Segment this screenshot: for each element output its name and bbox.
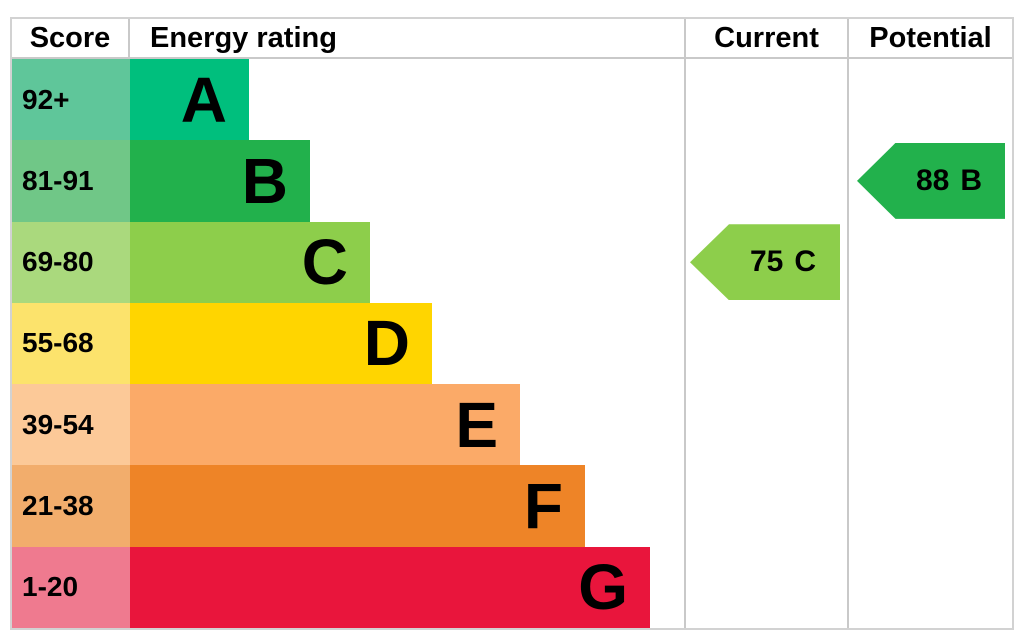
- potential-rating-arrow-value: 88: [915, 163, 950, 197]
- band-bar-A: A: [130, 59, 249, 141]
- current-cell: [684, 546, 847, 628]
- score-range-cell: 55-68: [12, 302, 130, 385]
- score-range-cell: 81-91: [12, 140, 130, 222]
- table-row-band-A: 92+ A: [12, 59, 1012, 141]
- band-bar-area: C: [130, 221, 684, 303]
- current-rating-arrow: 75 C: [690, 224, 840, 301]
- potential-cell: [847, 302, 1012, 385]
- band-bar-G: G: [130, 546, 650, 628]
- table-row-band-D: 55-68 D: [12, 302, 1012, 385]
- band-bar-area: E: [130, 384, 684, 466]
- epc-header-row: Score Energy rating Current Potential: [12, 19, 1012, 59]
- current-cell: [684, 140, 847, 222]
- band-bar-area: A: [130, 59, 684, 141]
- current-cell: [684, 302, 847, 385]
- band-bar-B: B: [130, 140, 310, 222]
- potential-rating-arrow: 88 B: [857, 142, 1005, 219]
- potential-cell: [847, 546, 1012, 628]
- score-range-cell: 39-54: [12, 384, 130, 466]
- band-bar-D: D: [130, 302, 432, 385]
- band-bar-area: D: [130, 302, 684, 385]
- table-row-band-E: 39-54 E: [12, 384, 1012, 466]
- current-cell: [684, 465, 847, 547]
- current-cell: [684, 384, 847, 466]
- table-row-band-F: 21-38 F: [12, 465, 1012, 547]
- band-bar-area: B: [130, 140, 684, 222]
- score-range-cell: 69-80: [12, 221, 130, 303]
- header-score: Score: [12, 19, 130, 57]
- band-bar-E: E: [130, 384, 520, 466]
- header-energy-rating: Energy rating: [150, 22, 337, 54]
- epc-body: 92+ A 81-91 B 88 B 69-80 C 75 C 55-68 D 39-54 E 21-38 F…: [12, 59, 1012, 628]
- band-bar-F: F: [130, 465, 585, 547]
- potential-cell: 88 B: [847, 140, 1012, 222]
- table-row-band-G: 1-20 G: [12, 546, 1012, 628]
- current-rating-arrow-value: 75: [749, 245, 784, 279]
- band-bar-area: F: [130, 465, 684, 547]
- table-row-band-C: 69-80 C 75 C: [12, 221, 1012, 303]
- band-bar-area: G: [130, 546, 684, 628]
- epc-rating-chart: Score Energy rating Current Potential 92…: [10, 17, 1014, 630]
- potential-cell: [847, 384, 1012, 466]
- header-current: Current: [684, 19, 847, 57]
- header-potential: Potential: [847, 19, 1012, 57]
- score-range-cell: 1-20: [12, 546, 130, 628]
- band-bar-C: C: [130, 221, 370, 303]
- table-row-band-B: 81-91 B 88 B: [12, 140, 1012, 222]
- potential-cell: [847, 221, 1012, 303]
- current-cell: [684, 59, 847, 141]
- score-range-cell: 21-38: [12, 465, 130, 547]
- score-range-cell: 92+: [12, 59, 130, 141]
- current-rating-arrow-band-letter: C: [794, 245, 817, 279]
- current-cell: 75 C: [684, 221, 847, 303]
- potential-cell: [847, 59, 1012, 141]
- potential-cell: [847, 465, 1012, 547]
- potential-rating-arrow-band-letter: B: [960, 163, 983, 197]
